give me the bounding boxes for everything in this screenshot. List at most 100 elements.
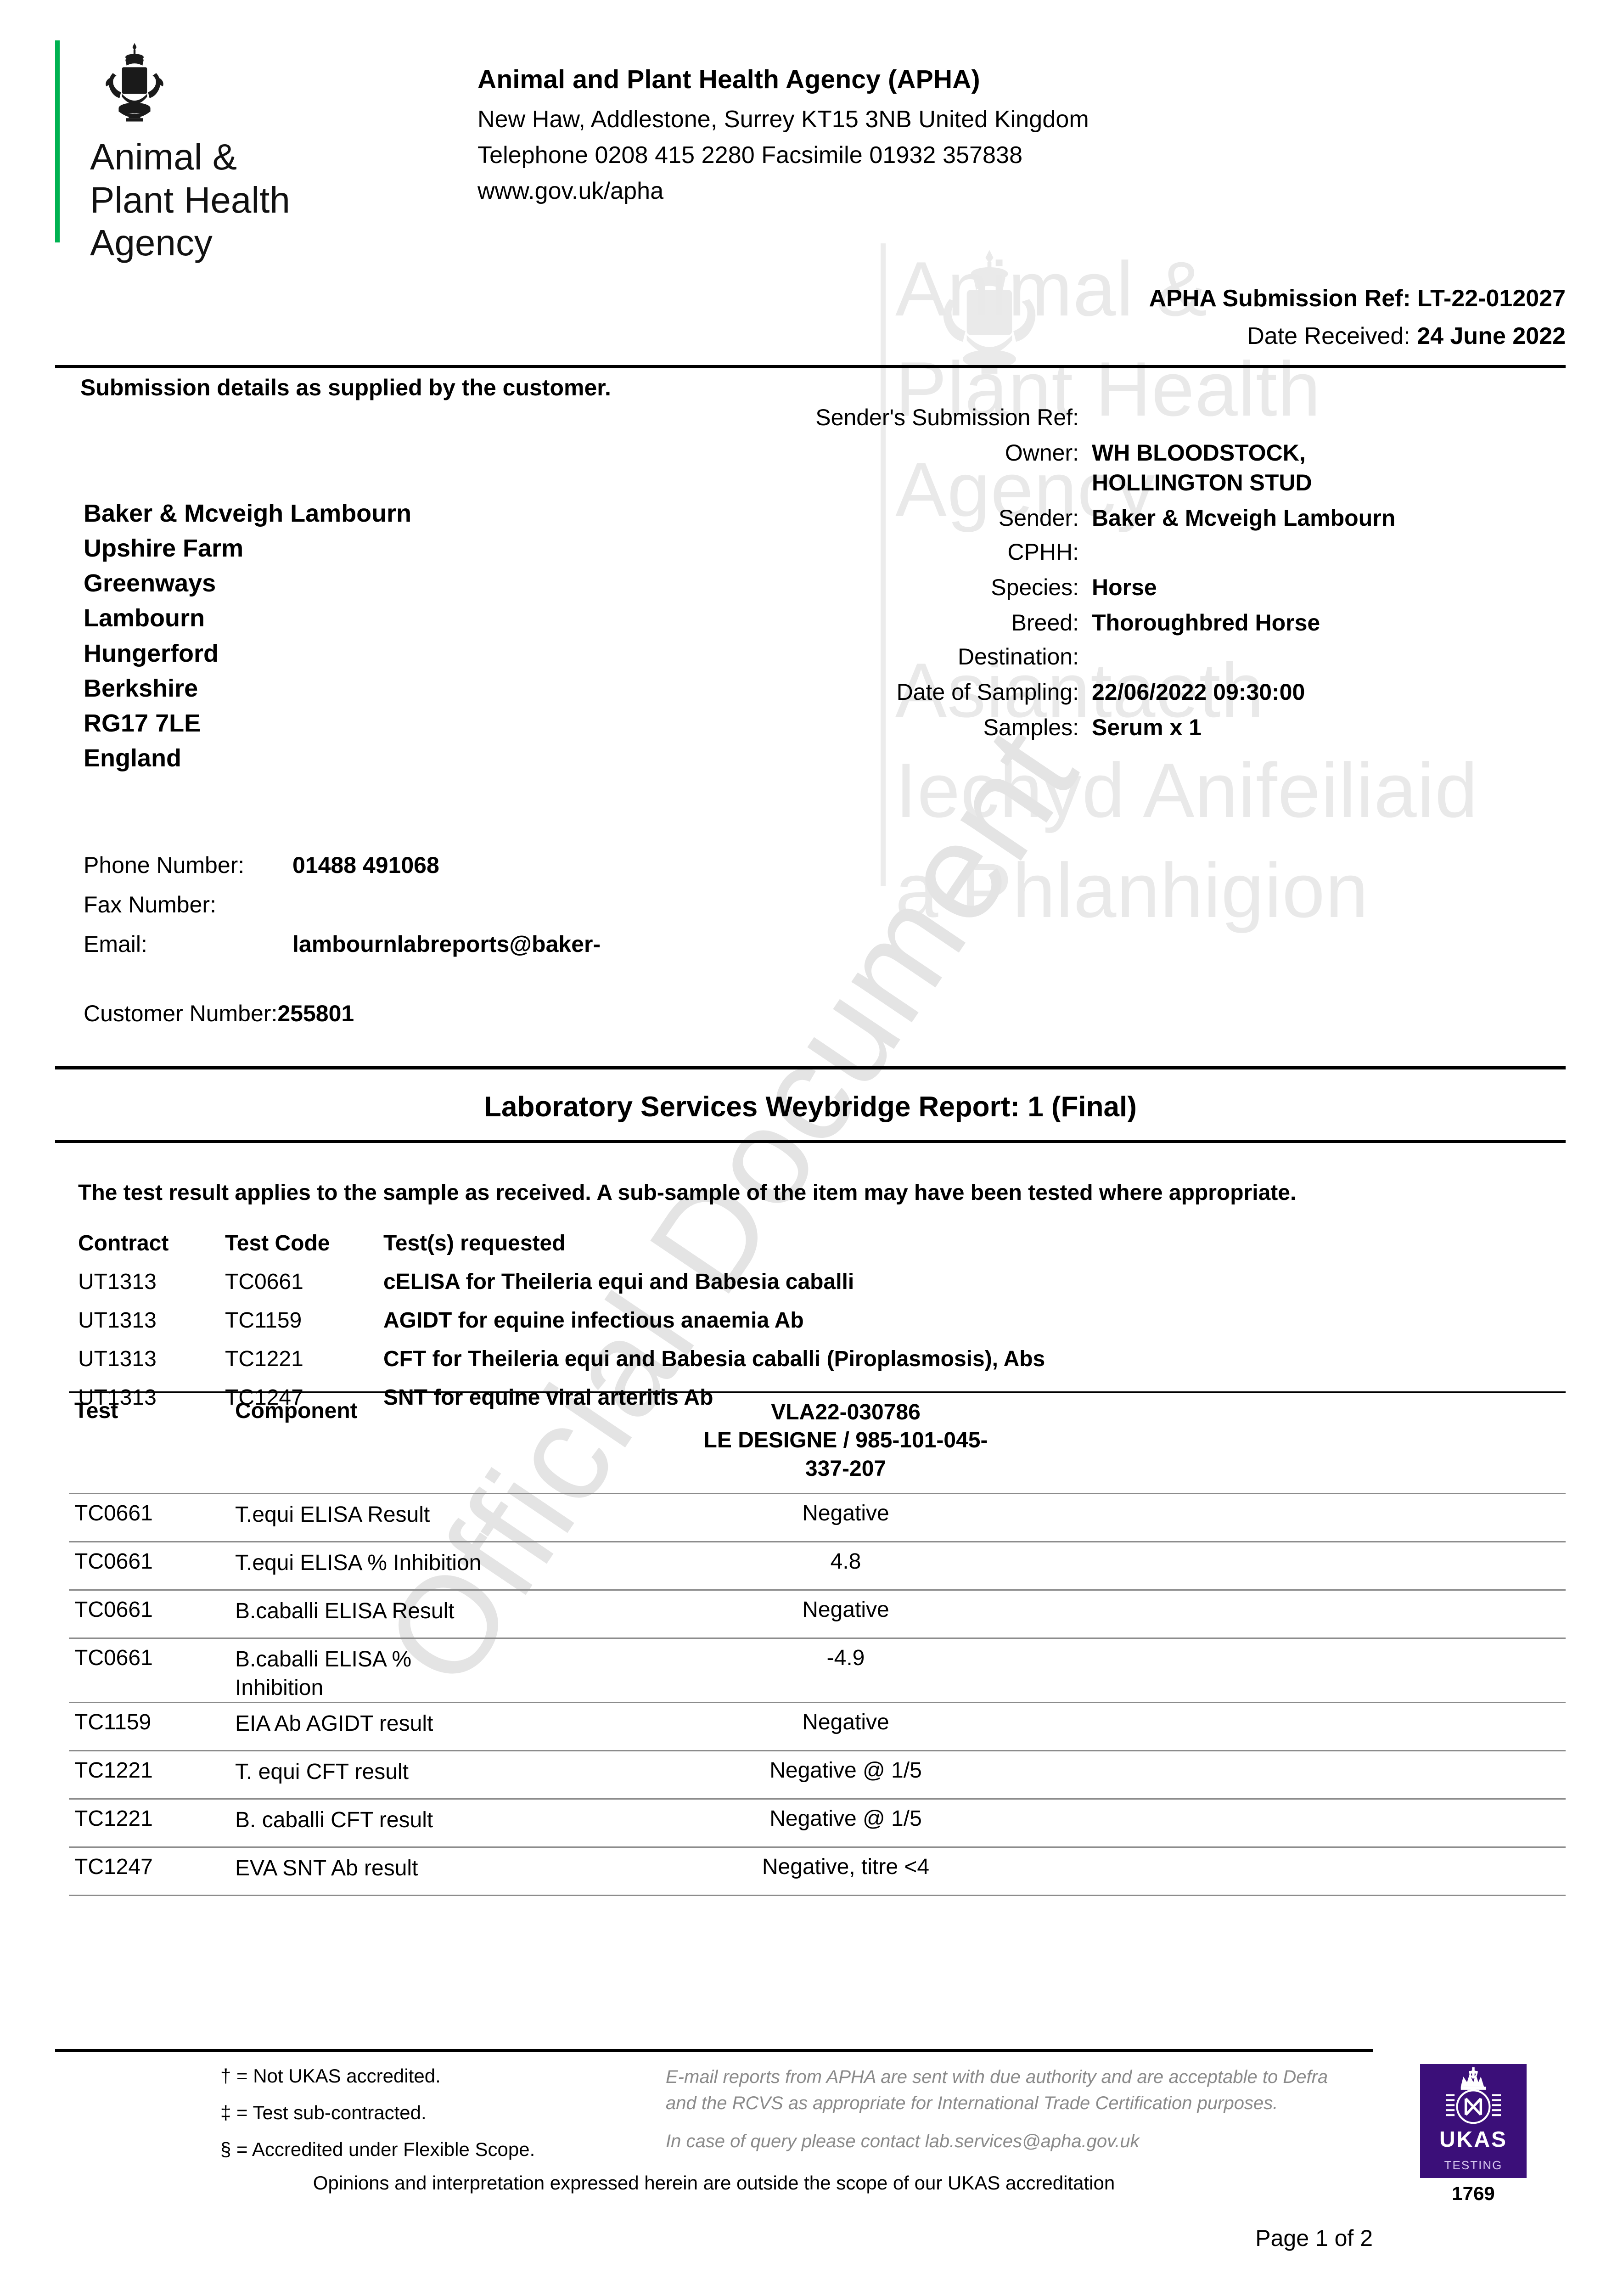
legend-sub-contracted: ‡ = Test sub-contracted. <box>220 2102 427 2123</box>
date-received-value: 24 June 2022 <box>1417 323 1566 349</box>
cell-result: -4.9 <box>826 1646 865 1671</box>
table-row: TC0661 B.caballi ELISA % Inhibition -4.9 <box>69 1638 1566 1702</box>
detail-label: Sender: <box>998 505 1079 531</box>
table-row: UT1313 TC1159 AGIDT for equine infectiou… <box>78 1308 1547 1346</box>
report-lead-note: The test result applies to the sample as… <box>78 1181 1297 1205</box>
detail-value: Horse <box>1092 574 1157 600</box>
organisation-address: New Haw, Addlestone, Surrey KT15 3NB Uni… <box>477 106 1089 133</box>
column-header-test: Test <box>74 1399 118 1423</box>
table-row: UT1313 TC0661 cELISA for Theileria equi … <box>78 1269 1547 1308</box>
cell-test: TC0661 <box>74 1646 153 1671</box>
table-row: TC0661 B.caballi ELISA Result Negative <box>69 1589 1566 1638</box>
cell-test: TC1159 <box>74 1710 152 1735</box>
table-row: UT1313 TC1221 CFT for Theileria equi and… <box>78 1346 1547 1385</box>
table-row: TC0661 T.equi ELISA Result Negative <box>69 1493 1566 1541</box>
footer-opinion-note: Opinions and interpretation expressed he… <box>313 2172 1115 2194</box>
cell-component: B.caballi ELISA % Inhibition <box>235 1647 412 1700</box>
requested-tests-header: Contract Test Code Test(s) requested <box>78 1231 1547 1269</box>
ukas-wordmark: UKAS <box>1439 2127 1507 2152</box>
submission-details-list: Sender's Submission Ref: Owner: WH BLOOD… <box>739 404 1566 748</box>
detail-label: Destination: <box>957 644 1079 670</box>
ukas-logo-box: UKAS TESTING <box>1420 2064 1527 2178</box>
organisation-name: Animal and Plant Health Agency (APHA) <box>477 65 980 94</box>
cell-contract: UT1313 <box>78 1270 157 1294</box>
column-header-sample-id: VLA22-030786 LE DESIGNE / 985-101-045- 3… <box>703 1400 988 1481</box>
customer-address: Baker & Mcveigh Lambourn Upshire Farm Gr… <box>84 500 412 772</box>
divider-above-title <box>55 1066 1566 1069</box>
ukas-subtext: TESTING <box>1444 2158 1503 2172</box>
table-row: TC1247 EVA SNT Ab result Negative, titre… <box>69 1846 1566 1896</box>
detail-row: Species: Horse <box>739 573 1566 602</box>
cell-test: TC0661 <box>74 1598 153 1622</box>
contact-value: lambournlabreports@baker- <box>292 931 601 957</box>
cell-test-name: AGIDT for equine infectious anaemia Ab <box>383 1308 804 1333</box>
royal-crest-icon <box>106 43 163 122</box>
cell-test: TC1221 <box>74 1758 153 1783</box>
page-number: Page 1 of 2 <box>1255 2225 1373 2251</box>
detail-value: WH BLOODSTOCK, HOLLINGTON STUD <box>1092 440 1312 495</box>
contact-row: Email: lambournlabreports@baker- <box>84 931 818 957</box>
requested-tests-table: Contract Test Code Test(s) requested UT1… <box>78 1231 1547 1424</box>
detail-row: Breed: Thoroughbred Horse <box>739 608 1566 638</box>
table-row: UT1313 TC1247 SNT for equine viral arter… <box>78 1385 1547 1424</box>
detail-row: Destination: <box>739 643 1566 672</box>
detail-value: Thoroughbred Horse <box>1092 610 1320 636</box>
submission-ref-row: APHA Submission Ref: LT-22-012027 <box>464 285 1566 312</box>
cell-test-name: cELISA for Theileria equi and Babesia ca… <box>383 1270 854 1294</box>
cell-component: EVA SNT Ab result <box>235 1856 418 1881</box>
date-received-label: Date Received: <box>1247 323 1410 349</box>
cell-component: T. equi CFT result <box>235 1760 409 1784</box>
customer-number-label: Customer Number: <box>84 1001 278 1026</box>
organisation-website: www.gov.uk/apha <box>477 178 664 204</box>
legend-flexible-scope: § = Accredited under Flexible Scope. <box>220 2138 535 2160</box>
logo-wordmark: Animal & Plant Health Agency <box>90 136 290 264</box>
detail-row: Sender's Submission Ref: <box>739 404 1566 433</box>
cell-result: Negative @ 1/5 <box>769 1806 922 1831</box>
report-title: Laboratory Services Weybridge Report: 1 … <box>484 1091 1137 1123</box>
cell-contract: UT1313 <box>78 1385 157 1410</box>
contact-row: Phone Number: 01488 491068 <box>84 852 818 878</box>
submission-ref-block: APHA Submission Ref: LT-22-012027 Date R… <box>464 285 1566 360</box>
footer-italic-block: E-mail reports from APHA are sent with d… <box>666 2064 1345 2154</box>
submission-ref-label: APHA Submission Ref: <box>1149 285 1411 312</box>
ukas-accreditation-mark: UKAS TESTING 1769 <box>1420 2064 1527 2205</box>
column-header-contract: Contract <box>78 1231 169 1255</box>
customer-contact-list: Phone Number: 01488 491068 Fax Number: E… <box>84 852 818 970</box>
detail-label: Breed: <box>1011 610 1079 636</box>
cell-result: Negative <box>802 1710 889 1735</box>
cell-test: TC0661 <box>74 1501 153 1526</box>
detail-value: Baker & Mcveigh Lambourn <box>1092 505 1396 531</box>
cell-test: TC0661 <box>74 1549 153 1574</box>
detail-label: Sender's Submission Ref: <box>815 405 1079 430</box>
contact-label: Phone Number: <box>84 852 245 878</box>
detail-row: Owner: WH BLOODSTOCK, HOLLINGTON STUD <box>739 438 1566 498</box>
cell-contract: UT1313 <box>78 1308 157 1333</box>
table-row: TC0661 T.equi ELISA % Inhibition 4.8 <box>69 1541 1566 1589</box>
submission-ref-value: LT-22-012027 <box>1417 285 1566 312</box>
detail-row: Date of Sampling: 22/06/2022 09:30:00 <box>739 677 1566 707</box>
date-received-row: Date Received: 24 June 2022 <box>464 322 1566 350</box>
cell-result: Negative @ 1/5 <box>769 1758 922 1783</box>
cell-result: Negative <box>802 1598 889 1622</box>
cell-test-code: TC1159 <box>225 1308 302 1333</box>
detail-value: Serum x 1 <box>1092 715 1202 740</box>
cell-test-name: SNT for equine viral arteritis Ab <box>383 1385 713 1410</box>
cell-test-code: TC1221 <box>225 1347 303 1371</box>
cell-test: TC1247 <box>74 1855 153 1880</box>
detail-label: Owner: <box>1005 440 1079 466</box>
cell-contract: UT1313 <box>78 1347 157 1371</box>
cell-component: B.caballi ELISA Result <box>235 1599 455 1624</box>
cell-component: T.equi ELISA % Inhibition <box>235 1551 482 1576</box>
table-row: TC1221 B. caballi CFT result Negative @ … <box>69 1798 1566 1846</box>
contact-row: Fax Number: <box>84 891 818 918</box>
cell-component: EIA Ab AGIDT result <box>235 1711 433 1736</box>
detail-row: Sender: Baker & Mcveigh Lambourn <box>739 503 1566 533</box>
organisation-header: Animal and Plant Health Agency (APHA) Ne… <box>477 64 1533 213</box>
customer-number-row: Customer Number:255801 <box>84 1000 354 1027</box>
results-header-row: Test Component VLA22-030786 LE DESIGNE /… <box>69 1391 1566 1493</box>
detail-value: 22/06/2022 09:30:00 <box>1092 679 1305 705</box>
table-row: TC1221 T. equi CFT result Negative @ 1/5 <box>69 1750 1566 1798</box>
apha-logo: Animal & Plant Health Agency <box>55 37 340 263</box>
results-table: Test Component VLA22-030786 LE DESIGNE /… <box>69 1391 1566 1896</box>
